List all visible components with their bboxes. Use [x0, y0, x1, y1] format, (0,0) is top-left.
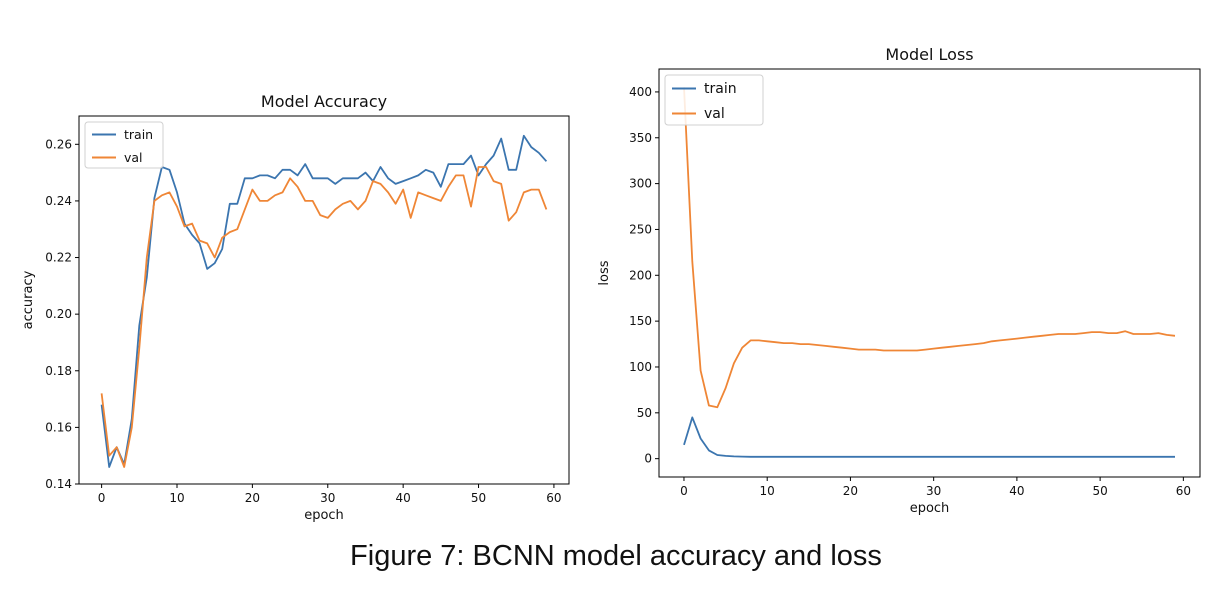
y-tick-label: 0.16: [45, 420, 72, 434]
y-tick-label: 0.20: [45, 307, 72, 321]
y-axis-label: accuracy: [21, 270, 36, 329]
x-tick-label: 60: [546, 491, 561, 505]
y-tick-label: 0.14: [45, 477, 72, 491]
x-tick-label: 50: [1092, 484, 1107, 498]
series-line-val: [683, 87, 1176, 409]
x-tick-label: 40: [396, 491, 411, 505]
chart-title: Model Loss: [885, 45, 973, 64]
legend-label-val: val: [704, 106, 725, 122]
y-tick-label: 0.24: [45, 194, 72, 208]
y-tick-label: 350: [629, 131, 652, 145]
x-tick-label: 0: [680, 484, 688, 498]
legend: train val: [664, 74, 764, 126]
x-axis-label: epoch: [304, 508, 344, 523]
x-tick-label: 20: [843, 484, 858, 498]
y-tick-label: 0.18: [45, 364, 72, 378]
y-tick-label: 100: [629, 360, 652, 374]
series-line-train: [683, 416, 1175, 458]
y-tick-label: 300: [629, 177, 652, 191]
series-line-train: [100, 134, 548, 468]
x-tick-label: 30: [926, 484, 941, 498]
x-tick-label: 60: [1176, 484, 1191, 498]
legend-label-val: val: [124, 150, 143, 165]
y-tick-label: 0.22: [45, 251, 72, 265]
legend-label-train: train: [124, 127, 153, 142]
y-tick-label: 400: [629, 85, 652, 99]
figure-caption: Figure 7: BCNN model accuracy and loss: [350, 540, 882, 572]
legend: train val: [84, 121, 164, 169]
y-tick-label: 50: [637, 406, 652, 420]
x-tick-label: 10: [760, 484, 775, 498]
plot-frame: [658, 68, 1201, 478]
chart-title: Model Accuracy: [261, 92, 387, 111]
plot-frame: [78, 115, 570, 485]
x-tick-label: 50: [471, 491, 486, 505]
x-axis-label: epoch: [910, 501, 950, 516]
x-tick-label: 10: [169, 491, 184, 505]
y-tick-label: 200: [629, 268, 652, 282]
series-line-val: [100, 166, 548, 468]
loss-chart: Model Loss 0 10 20 30 40 50 60 0 50 100 150 200 250 30…: [597, 45, 1201, 516]
y-tick-label: 150: [629, 314, 652, 328]
x-tick-label: 30: [320, 491, 335, 505]
y-tick-label: 0: [644, 452, 652, 466]
x-tick-label: 40: [1009, 484, 1024, 498]
legend-label-train: train: [704, 81, 737, 97]
y-tick-label: 250: [629, 222, 652, 236]
x-tick-label: 20: [245, 491, 260, 505]
y-tick-label: 0.26: [45, 137, 72, 151]
x-tick-label: 0: [98, 491, 106, 505]
y-axis-label: loss: [597, 260, 612, 285]
accuracy-chart: Model Accuracy 0 10 20 30 40 50 60 0.14 0.16 0.18 0…: [21, 92, 570, 523]
